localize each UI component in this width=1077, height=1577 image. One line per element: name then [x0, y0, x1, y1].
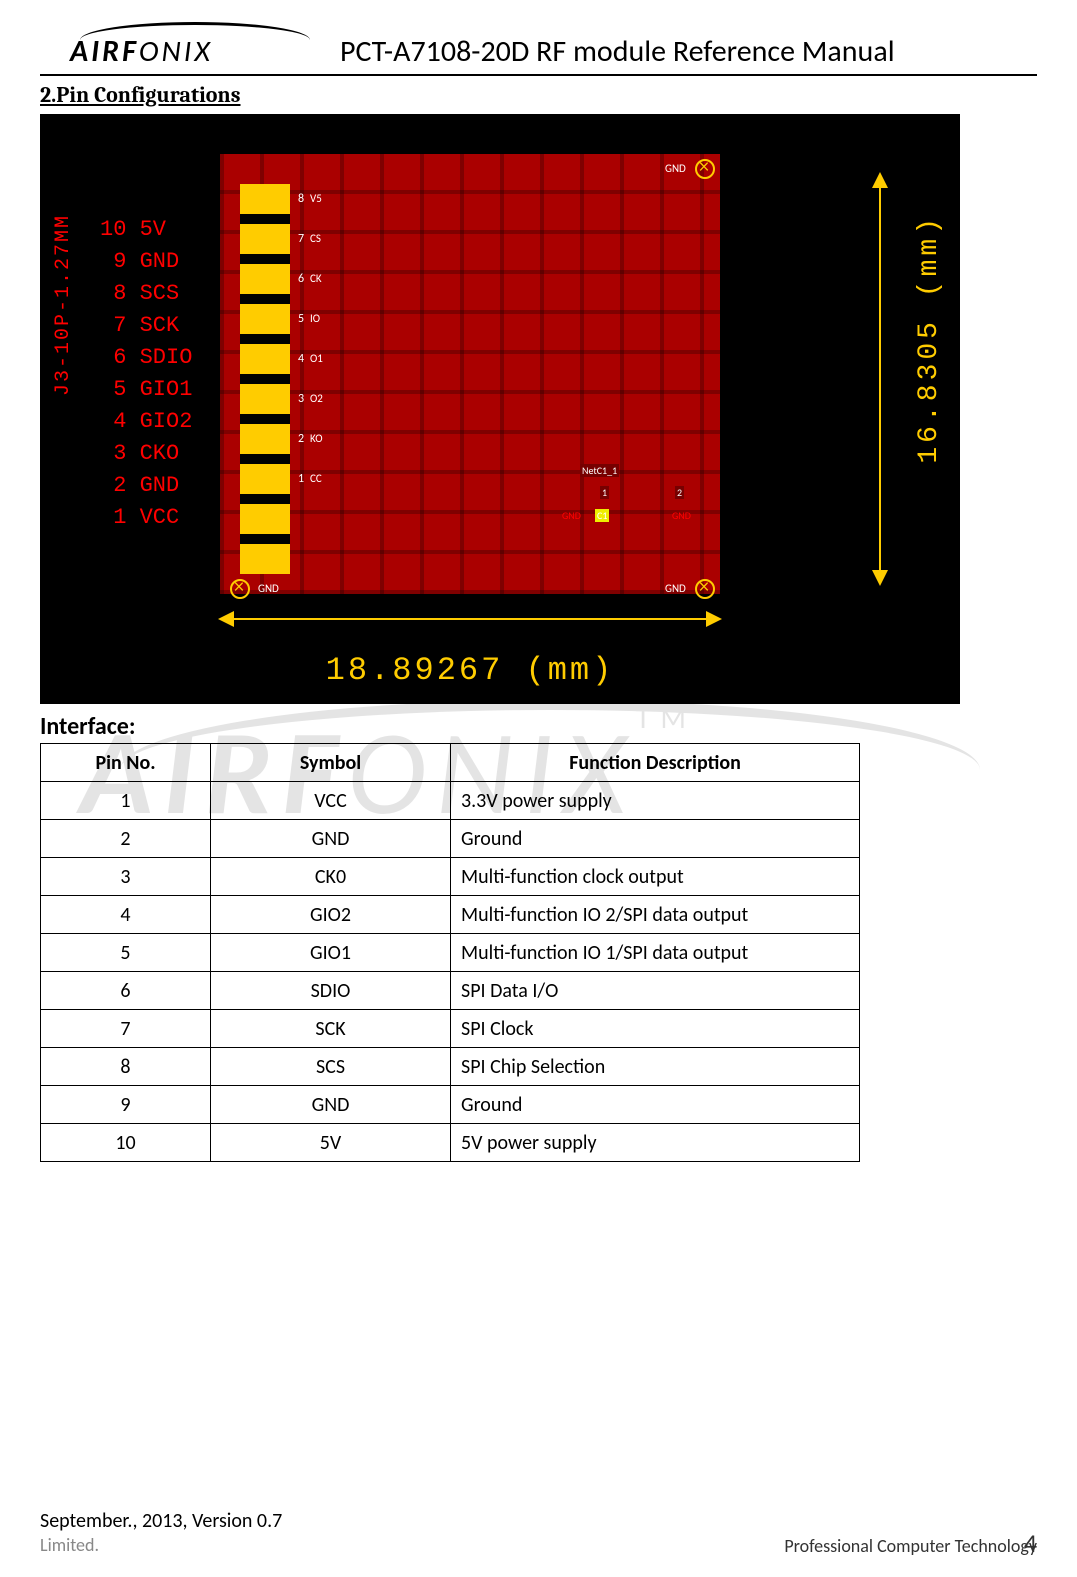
version-line: September., 2013, Version 0.7	[40, 1509, 282, 1533]
pcb-inner-pin-num: 8	[298, 192, 304, 206]
section-heading: 2.Pin Configurations	[40, 82, 1037, 108]
cell-description: 5V power supply	[451, 1124, 860, 1162]
gnd-silk-label: GND	[665, 582, 686, 595]
cell-description: Ground	[451, 1086, 860, 1124]
cell-description: SPI Clock	[451, 1010, 860, 1048]
net-label: NetC1_1	[580, 464, 619, 477]
arrow-down-icon	[872, 570, 888, 586]
cell-description: Ground	[451, 820, 860, 858]
pcb-inner-pin-num: 6	[298, 272, 304, 286]
interface-heading: Interface:	[40, 712, 1037, 741]
company-name: Professional Computer Technology	[784, 1535, 1037, 1557]
num1-label: 1	[600, 486, 609, 499]
cell-symbol: CK0	[211, 858, 451, 896]
pcb-board	[220, 154, 720, 594]
cell-pin-no: 1	[41, 782, 211, 820]
pcb-inner-pin-sig: CS	[310, 232, 321, 245]
gnd-silk-label: GND	[560, 509, 583, 522]
page-number: 4	[1024, 1527, 1037, 1559]
cell-pin-no: 4	[41, 896, 211, 934]
cell-symbol: GIO2	[211, 896, 451, 934]
gnd-pad-icon	[695, 579, 715, 599]
pcb-inner-pin-sig: CC	[310, 472, 322, 485]
cell-pin-no: 7	[41, 1010, 211, 1048]
pcb-pin-pads	[240, 184, 290, 574]
pcb-inner-pin-num: 7	[298, 232, 304, 246]
pcb-inner-pin-num: 3	[298, 392, 304, 406]
gnd-silk-label: GND	[258, 582, 279, 595]
cell-description: 3.3V power supply	[451, 782, 860, 820]
cell-symbol: 5V	[211, 1124, 451, 1162]
cell-symbol: SCS	[211, 1048, 451, 1086]
pcb-inner-pin-num: 1	[298, 472, 304, 486]
table-row: 9GNDGround	[41, 1086, 860, 1124]
cell-pin-no: 3	[41, 858, 211, 896]
gnd-silk-label: GND	[665, 162, 686, 175]
table-header-row: Pin No. Symbol Function Description	[41, 744, 860, 782]
logo-text-rest: ONIX	[139, 33, 213, 70]
connector-ref: J3-10P-1.27MM	[52, 214, 75, 396]
dimension-height	[860, 174, 900, 584]
table-row: 6SDIOSPI Data I/O	[41, 972, 860, 1010]
arrow-up-icon	[872, 172, 888, 188]
table-row: 2GNDGround	[41, 820, 860, 858]
cell-pin-no: 10	[41, 1124, 211, 1162]
logo-text: AIRFONIX	[70, 33, 320, 70]
table-header-pin-no: Pin No.	[41, 744, 211, 782]
pcb-diagram: J3-10P-1.27MM 10 5V 9 GND 8 SCS 7 SCK 6 …	[40, 114, 960, 704]
cell-pin-no: 6	[41, 972, 211, 1010]
table-row: 1VCC3.3V power supply	[41, 782, 860, 820]
pcb-pin-labels: 10 5V 9 GND 8 SCS 7 SCK 6 SDIO 5 GIO1 4 …	[100, 214, 192, 534]
cell-description: Multi-function IO 2/SPI data output	[451, 896, 860, 934]
pcb-inner-pin-sig: IO	[310, 312, 320, 325]
cell-description: Multi-function clock output	[451, 858, 860, 896]
dimension-height-label: 16.8305 (mm)	[914, 214, 945, 464]
table-row: 8SCSSPI Chip Selection	[41, 1048, 860, 1086]
table-header-symbol: Symbol	[211, 744, 451, 782]
pcb-inner-pin-sig: O2	[310, 392, 323, 405]
table-row: 105V5V power supply	[41, 1124, 860, 1162]
dimension-width-label: 18.89267 (mm)	[220, 652, 720, 689]
gnd-silk-label: GND	[670, 509, 693, 522]
table-row: 7SCKSPI Clock	[41, 1010, 860, 1048]
pcb-inner-pin-num: 4	[298, 352, 304, 366]
c1-label: C1	[595, 509, 609, 522]
logo-text-bold: AIRF	[70, 33, 139, 70]
table-row: 4GIO2Multi-function IO 2/SPI data output	[41, 896, 860, 934]
header: AIRFONIX PCT-A7108-20D RF module Referen…	[40, 20, 1037, 76]
cell-symbol: VCC	[211, 782, 451, 820]
pin-table: Pin No. Symbol Function Description 1VCC…	[40, 743, 860, 1162]
pcb-inner-pin-sig: KO	[310, 432, 322, 445]
table-header-description: Function Description	[451, 744, 860, 782]
cell-description: Multi-function IO 1/SPI data output	[451, 934, 860, 972]
limited-text: Limited.	[40, 1534, 99, 1556]
num2-label: 2	[675, 486, 684, 499]
cell-pin-no: 9	[41, 1086, 211, 1124]
cell-symbol: SCK	[211, 1010, 451, 1048]
table-row: 5GIO1Multi-function IO 1/SPI data output	[41, 934, 860, 972]
cell-symbol: GND	[211, 820, 451, 858]
cell-description: SPI Data I/O	[451, 972, 860, 1010]
pcb-inner-pin-num: 2	[298, 432, 304, 446]
gnd-pad-icon	[230, 579, 250, 599]
pcb-inner-pin-sig: V5	[310, 192, 322, 205]
footer: September., 2013, Version 0.7 Limited. P…	[0, 1509, 1077, 1557]
gnd-pad-icon	[695, 159, 715, 179]
pcb-inner-pin-num: 5	[298, 312, 304, 326]
cell-pin-no: 2	[41, 820, 211, 858]
dimension-width	[220, 604, 720, 634]
cell-symbol: GIO1	[211, 934, 451, 972]
cell-symbol: GND	[211, 1086, 451, 1124]
cell-description: SPI Chip Selection	[451, 1048, 860, 1086]
pcb-inner-pin-sig: CK	[310, 272, 322, 285]
pcb-inner-pin-sig: O1	[310, 352, 323, 365]
cell-symbol: SDIO	[211, 972, 451, 1010]
cell-pin-no: 5	[41, 934, 211, 972]
logo: AIRFONIX	[70, 20, 320, 70]
document-title: PCT-A7108-20D RF module Reference Manual	[340, 33, 1037, 70]
table-row: 3CK0Multi-function clock output	[41, 858, 860, 896]
arrow-left-icon	[218, 611, 234, 627]
cell-pin-no: 8	[41, 1048, 211, 1086]
arrow-right-icon	[706, 611, 722, 627]
